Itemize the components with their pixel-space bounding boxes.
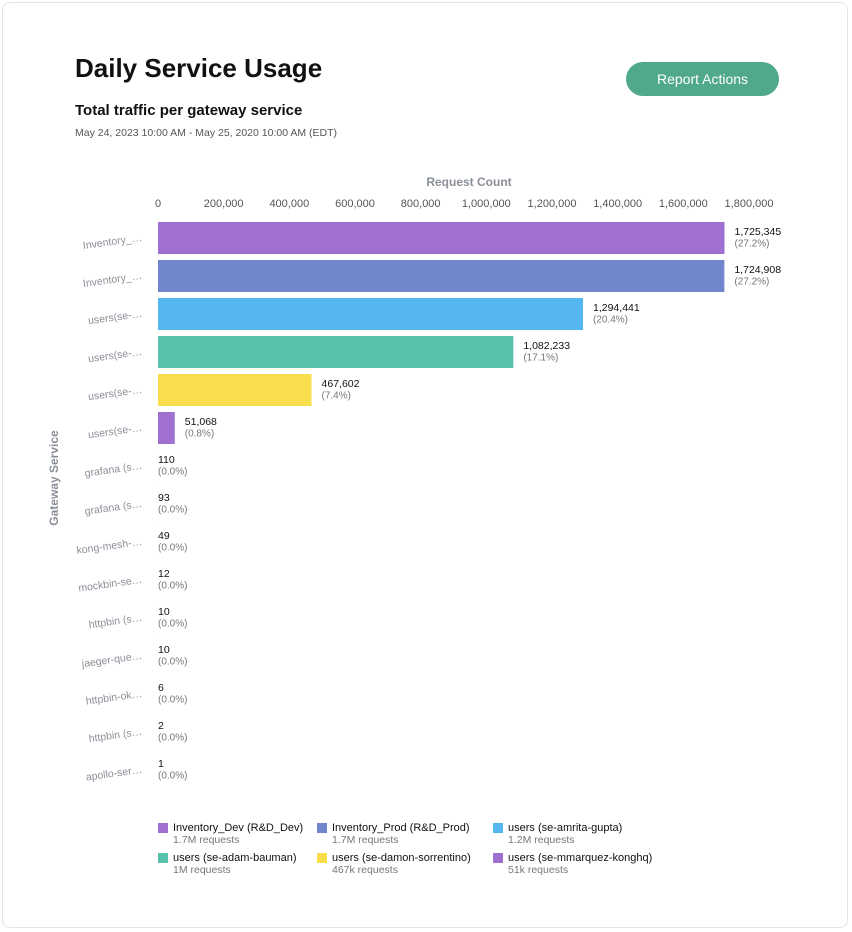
legend-label: users (se-amrita-gupta) [508, 822, 622, 834]
x-tick-label: 600,000 [335, 198, 375, 210]
value-label: 2 [158, 720, 164, 732]
legend-swatch [493, 823, 503, 833]
legend-swatch [317, 823, 327, 833]
share-label: (0.0%) [158, 543, 187, 554]
share-label: (0.0%) [158, 505, 187, 516]
bar [158, 412, 175, 444]
legend-note: 1.2M requests [508, 834, 575, 846]
x-tick-label: 1,400,000 [593, 198, 642, 210]
share-label: (0.0%) [158, 733, 187, 744]
y-tick-label: users(se-… [87, 422, 142, 441]
x-axis-title: Request Count [426, 175, 511, 189]
y-tick-label: httpbin (s… [88, 612, 143, 631]
share-label: (0.0%) [158, 771, 187, 782]
share-label: (20.4%) [593, 315, 628, 326]
x-tick-label: 0 [155, 198, 161, 210]
value-label: 49 [158, 530, 170, 542]
legend-swatch [317, 853, 327, 863]
share-label: (0.8%) [185, 429, 214, 440]
legend-note: 467k requests [332, 864, 398, 876]
x-tick-label: 1,600,000 [659, 198, 708, 210]
y-tick-label: users(se-… [87, 346, 142, 365]
legend-swatch [158, 853, 168, 863]
bar [158, 336, 514, 368]
value-label: 110 [158, 454, 175, 466]
x-tick-label: 1,800,000 [725, 198, 774, 210]
chart-subtitle: Total traffic per gateway service [75, 102, 302, 119]
value-label: 10 [158, 606, 170, 618]
value-label: 10 [158, 644, 170, 656]
legend-note: 1.7M requests [332, 834, 399, 846]
value-label: 93 [158, 492, 170, 504]
value-label: 6 [158, 682, 164, 694]
y-tick-label: httpbin (s… [88, 726, 143, 745]
y-tick-label: grafana (s… [84, 498, 143, 518]
legend-note: 51k requests [508, 864, 568, 876]
share-label: (0.0%) [158, 581, 187, 592]
legend-note: 1M requests [173, 864, 231, 876]
legend-label: Inventory_Dev (R&D_Dev) [173, 822, 303, 834]
legend-swatch [493, 853, 503, 863]
value-label: 12 [158, 568, 170, 580]
legend-label: Inventory_Prod (R&D_Prod) [332, 822, 470, 834]
legend-swatch [158, 823, 168, 833]
y-tick-label: Inventory_… [82, 270, 143, 290]
y-axis-title: Gateway Service [47, 430, 61, 526]
chart-title: Daily Service Usage [75, 53, 322, 83]
date-range: May 24, 2023 10:00 AM - May 25, 2020 10:… [75, 127, 337, 139]
x-tick-label: 1,000,000 [462, 198, 511, 210]
share-label: (7.4%) [322, 391, 351, 402]
value-label: 1,082,233 [523, 340, 570, 352]
y-tick-label: kong-mesh-… [76, 536, 143, 557]
x-tick-label: 200,000 [204, 198, 244, 210]
value-label: 1 [158, 758, 164, 770]
value-label: 1,724,908 [734, 264, 781, 276]
y-tick-label: Inventory_… [82, 232, 143, 252]
x-tick-label: 1,200,000 [528, 198, 577, 210]
y-tick-label: jaeger-que… [80, 650, 143, 670]
y-tick-label: apollo-ser… [85, 764, 143, 784]
x-tick-label: 800,000 [401, 198, 441, 210]
share-label: (0.0%) [158, 619, 187, 630]
share-label: (17.1%) [523, 353, 558, 364]
legend-note: 1.7M requests [173, 834, 240, 846]
bar [158, 374, 312, 406]
bar [158, 222, 725, 254]
y-tick-label: users(se-… [87, 384, 142, 403]
x-tick-label: 400,000 [269, 198, 309, 210]
report-actions-button[interactable]: Report Actions [626, 62, 779, 96]
y-tick-label: grafana (s… [84, 460, 143, 480]
y-tick-label: mockbin-se… [78, 574, 143, 595]
value-label: 51,068 [185, 416, 217, 428]
value-label: 1,725,345 [734, 226, 781, 238]
value-label: 467,602 [322, 378, 360, 390]
y-tick-label: httpbin-ok… [85, 688, 143, 708]
bar [158, 298, 584, 330]
legend-label: users (se-adam-bauman) [173, 852, 297, 864]
share-label: (27.2%) [734, 239, 769, 250]
legend-label: users (se-mmarquez-konghq) [508, 852, 652, 864]
share-label: (0.0%) [158, 695, 187, 706]
value-label: 1,294,441 [593, 302, 640, 314]
legend-label: users (se-damon-sorrentino) [332, 852, 471, 864]
share-label: (0.0%) [158, 657, 187, 668]
share-label: (27.2%) [734, 277, 769, 288]
bar [158, 260, 725, 292]
y-tick-label: users(se-… [87, 308, 142, 327]
share-label: (0.0%) [158, 467, 187, 478]
